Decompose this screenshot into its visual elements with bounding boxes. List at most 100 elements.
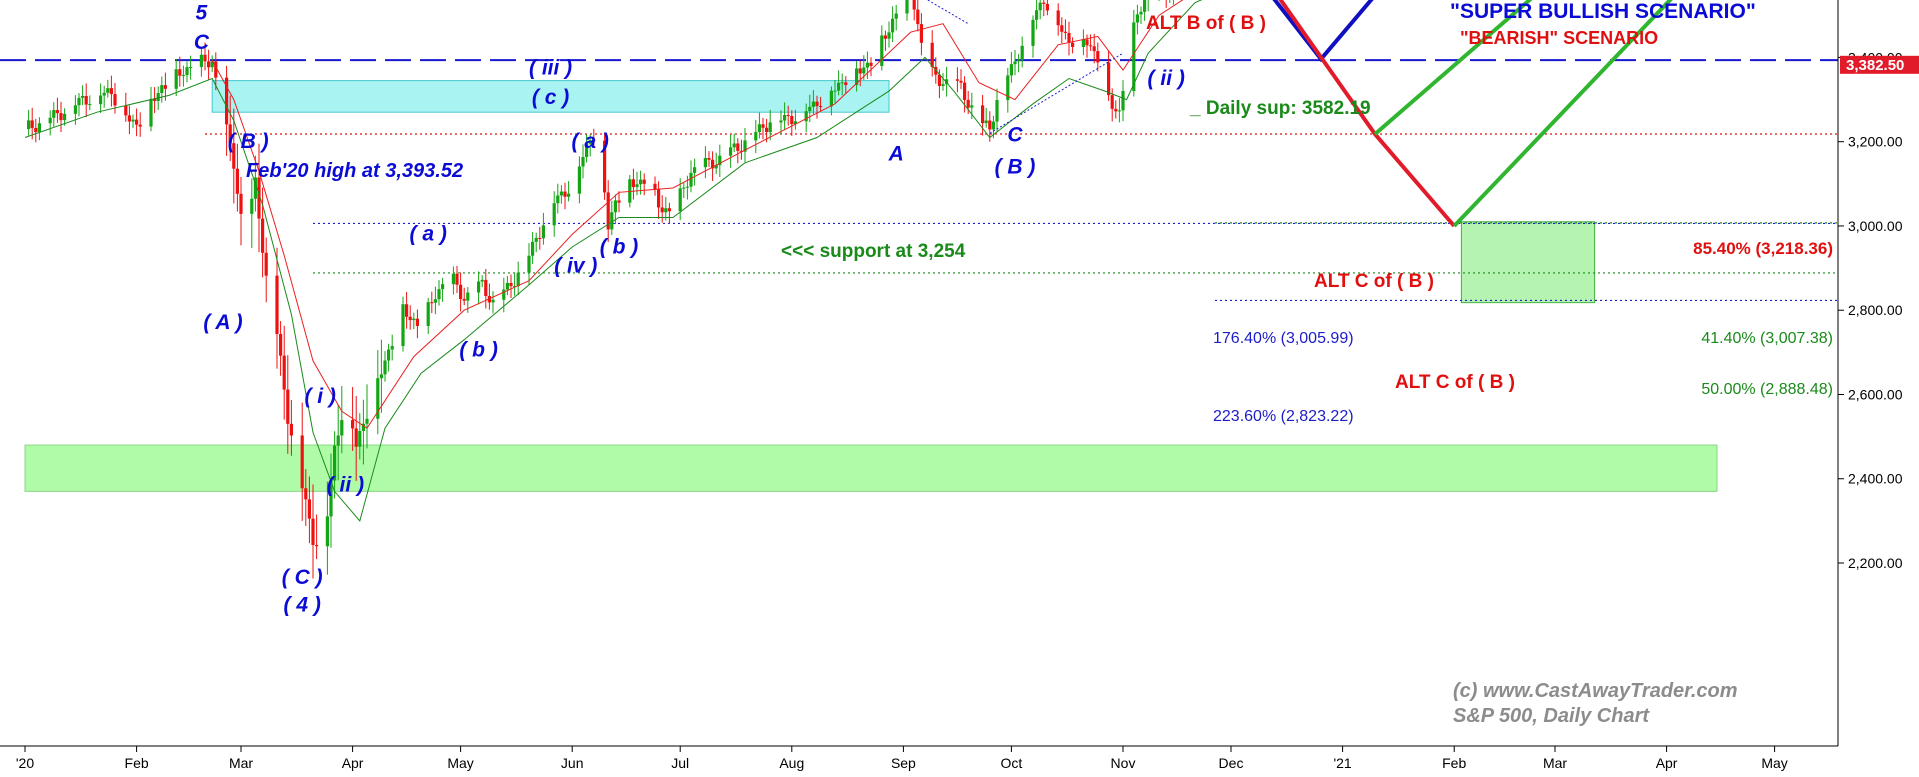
candle-body	[160, 85, 164, 94]
candle-body	[228, 124, 232, 144]
candle-body	[189, 67, 193, 69]
alt-c-box-label: ALT C of ( B )	[1395, 372, 1515, 393]
candle-body	[361, 423, 365, 431]
candle-body	[966, 99, 970, 108]
candle-body	[264, 252, 268, 276]
candle-body	[329, 480, 333, 517]
fib-label-41: 41.40% (3,007.38)	[1701, 330, 1833, 347]
y-tick-label: 2,600.00	[1848, 386, 1903, 402]
candle-body	[862, 67, 866, 74]
candle-body	[1135, 14, 1139, 23]
candle-body	[127, 115, 131, 122]
candle-body	[610, 212, 614, 230]
candle-body	[289, 423, 293, 436]
candle-body	[754, 132, 758, 141]
candle-body	[883, 35, 887, 39]
zone-green-band	[24, 444, 1718, 492]
candle-body	[390, 346, 394, 350]
candle-body	[563, 191, 567, 197]
wave-label: ( a )	[410, 223, 447, 246]
price-tag: 3,382.50	[1840, 55, 1919, 74]
wave-label: ( 4 )	[284, 593, 321, 616]
candle-body	[1139, 11, 1143, 15]
candle-body	[711, 159, 715, 169]
candle-body	[783, 114, 787, 121]
x-tick-label: Feb	[125, 755, 149, 771]
candle-body	[153, 98, 157, 101]
wave-label: C	[194, 31, 210, 54]
candle-body	[1143, 0, 1147, 12]
credit-text: (c) www.CastAwayTrader.com	[1453, 680, 1738, 702]
candle-body	[30, 120, 34, 128]
candle-body	[869, 62, 873, 66]
candle-body	[790, 115, 794, 125]
x-axis-ticks: '20 Feb Mar Apr May Jun Jul Aug Sep Oct Nov Dec '21 F…	[16, 746, 1788, 771]
candle-body	[959, 80, 963, 83]
candle-body	[556, 195, 560, 204]
candle-body	[437, 289, 441, 300]
y-tick-label: 2,800.00	[1848, 302, 1903, 318]
candle-body	[1009, 64, 1013, 76]
candle-body	[401, 304, 405, 347]
candle-body	[351, 420, 355, 429]
candle-body	[181, 75, 185, 77]
candle-body	[736, 143, 740, 151]
candle-body	[156, 93, 160, 101]
fib-label-176: 176.40% (3,005.99)	[1213, 330, 1354, 347]
candle-body	[412, 318, 416, 321]
candle-body	[235, 168, 239, 194]
candle-body	[585, 143, 589, 157]
y-tick-label: 2,200.00	[1848, 555, 1903, 571]
candle-body	[916, 9, 920, 25]
fib-label-223: 223.60% (2,823.22)	[1213, 408, 1354, 425]
candle-body	[786, 114, 790, 116]
candle-body	[163, 85, 167, 89]
candle-body	[955, 79, 959, 81]
candle-body	[1110, 95, 1114, 109]
candle-body	[261, 218, 265, 253]
x-tick-label: Mar	[1543, 755, 1567, 771]
candle-body	[509, 282, 513, 287]
candle-body	[257, 177, 261, 219]
x-tick-label: Dec	[1219, 755, 1244, 771]
candle-body	[513, 286, 517, 288]
candle-body	[837, 82, 841, 91]
candle-body	[1096, 51, 1100, 63]
candle-body	[480, 279, 484, 282]
candle-body	[113, 94, 117, 106]
candle-body	[286, 389, 290, 424]
alt-b-label: ALT B of ( B )	[1146, 13, 1266, 34]
candle-body	[945, 79, 949, 85]
candle-body	[336, 435, 340, 446]
level-label-feb-high: Feb'20 high at 3,393.52	[246, 160, 463, 182]
candle-body	[138, 124, 142, 127]
candle-body	[307, 499, 311, 519]
candle-body	[765, 127, 769, 133]
candle-body	[1031, 19, 1035, 46]
candle-body	[340, 420, 344, 436]
candle-body	[433, 299, 437, 303]
x-tick-label: Jun	[561, 755, 584, 771]
candle-body	[941, 84, 945, 86]
candle-body	[210, 61, 214, 68]
x-tick-label: Oct	[1001, 755, 1023, 771]
candle-body	[135, 119, 139, 125]
candle-body	[779, 120, 783, 123]
wave-label: ( c )	[532, 86, 569, 109]
candle-body	[279, 334, 283, 356]
candle-body	[81, 96, 85, 98]
candle-body	[930, 42, 934, 67]
candle-body	[685, 186, 689, 188]
wave-label: ( ii )	[327, 473, 364, 496]
zone-alt-c-box	[1460, 221, 1596, 304]
x-tick-label: Nov	[1111, 755, 1136, 771]
candle-body	[358, 430, 362, 447]
candle-body	[1089, 45, 1093, 47]
candle-body	[664, 208, 668, 213]
candle-body	[678, 188, 682, 212]
candle-body	[1067, 32, 1071, 43]
candle-body	[1060, 25, 1064, 32]
candle-body	[415, 318, 419, 326]
candle-body	[1042, 2, 1046, 4]
candle-body	[995, 100, 999, 122]
